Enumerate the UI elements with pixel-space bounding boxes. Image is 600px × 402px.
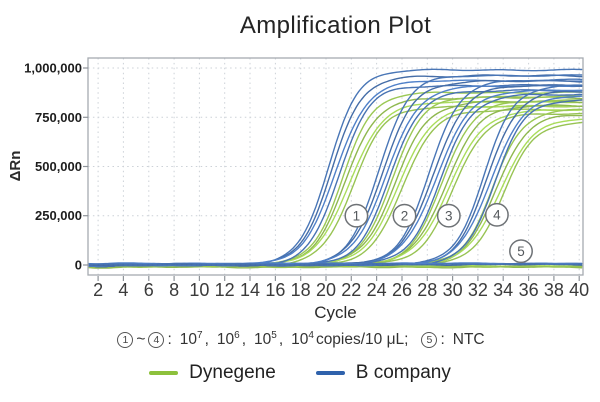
legend-item-dynegene: Dynegene xyxy=(149,362,276,384)
amplification-curve xyxy=(88,68,583,267)
svg-text:40: 40 xyxy=(569,280,589,300)
svg-text:12: 12 xyxy=(215,280,235,300)
svg-text:1: 1 xyxy=(353,208,361,223)
svg-text:3: 3 xyxy=(445,208,453,223)
legend-label-dynegene: Dynegene xyxy=(189,362,276,383)
svg-text:20: 20 xyxy=(316,280,336,300)
legend-label-b-company: B company xyxy=(355,362,451,383)
amplification-curve xyxy=(88,265,583,269)
annotation-circle xyxy=(436,203,461,228)
svg-text:1,000,000: 1,000,000 xyxy=(24,61,82,76)
svg-text:26: 26 xyxy=(392,280,412,300)
concentration-value: 105 xyxy=(254,329,277,348)
concentration-value: 104 xyxy=(291,329,314,348)
amplification-curve xyxy=(88,262,583,266)
svg-text:30: 30 xyxy=(443,280,463,300)
svg-text:36: 36 xyxy=(519,280,539,300)
plot-area: 1 2 3 452 4 6 8 10 12 14 16 18 20 22 24 26 28 30 32 34 36 38 4… xyxy=(24,57,589,300)
svg-text:5: 5 xyxy=(517,244,525,259)
caption-colon: : xyxy=(167,331,172,348)
amplification-curve xyxy=(88,93,583,267)
dynegene-color-swatch xyxy=(149,370,179,376)
svg-text:2: 2 xyxy=(93,280,103,300)
svg-text:500,000: 500,000 xyxy=(35,159,82,174)
axis-ticks xyxy=(83,67,580,281)
annotation-circle xyxy=(392,203,417,228)
amplification-curve xyxy=(88,112,583,267)
amplification-curve xyxy=(88,74,583,268)
svg-text:6: 6 xyxy=(144,280,154,300)
x-axis-label: Cycle xyxy=(314,303,357,322)
amplification-curve xyxy=(88,79,583,267)
svg-text:32: 32 xyxy=(468,280,488,300)
svg-text:28: 28 xyxy=(417,280,437,300)
svg-text:250,000: 250,000 xyxy=(35,208,82,223)
amplification-curves xyxy=(88,68,583,269)
concentration-separator: , xyxy=(241,331,246,348)
b-company-color-swatch xyxy=(315,370,345,376)
group-annotations: 1 2 3 4 5 xyxy=(344,202,533,264)
svg-text:24: 24 xyxy=(367,280,387,300)
annotation-circle xyxy=(509,239,533,264)
caption-ntc-label: NTC xyxy=(452,331,485,348)
svg-text:34: 34 xyxy=(493,280,513,300)
concentration-separator: , xyxy=(278,331,284,348)
amplification-curve xyxy=(88,96,583,268)
x-tick-labels: 2 4 6 8 10 12 14 16 18 20 22 24 26 28 30 32 34 36 38 40 xyxy=(93,280,589,300)
annotation-circle xyxy=(484,202,509,227)
amplification-curve xyxy=(88,121,583,267)
svg-text:14: 14 xyxy=(240,280,260,300)
svg-text:4: 4 xyxy=(118,280,128,300)
annotation-circle xyxy=(344,203,369,228)
caption-circled-4: 4 xyxy=(148,332,165,348)
svg-text:38: 38 xyxy=(544,280,564,300)
svg-text:2: 2 xyxy=(401,208,409,223)
amplification-curve xyxy=(88,95,583,267)
caption-circled-5: 5 xyxy=(421,332,438,348)
svg-text:4: 4 xyxy=(493,208,501,223)
chart-title: Amplification Plot xyxy=(239,12,432,39)
caption-tilde: ~ xyxy=(136,331,146,348)
caption-unit: copies/10 μL; xyxy=(315,331,409,348)
svg-text:16: 16 xyxy=(265,280,285,300)
svg-text:8: 8 xyxy=(169,280,179,300)
caption-ntc-colon: : xyxy=(440,331,445,348)
legend: Dynegene B company xyxy=(0,362,600,384)
svg-text:0: 0 xyxy=(75,258,82,273)
amplification-curve xyxy=(88,95,583,267)
y-tick-labels: 0 250,000 500,000 750,000 1,000,000 xyxy=(24,61,82,273)
legend-item-b-company: B company xyxy=(315,362,451,384)
svg-text:22: 22 xyxy=(341,280,361,300)
concentration-value: 106 xyxy=(216,329,240,348)
caption-concentrations: 107, 106, 105, 104 xyxy=(179,329,316,349)
caption-circled-1: 1 xyxy=(117,332,134,348)
svg-text:750,000: 750,000 xyxy=(35,110,82,125)
caption-line: 1 ~ 4 : 107, 106, 105, 104 copies/10 μL; 5 … xyxy=(0,329,600,349)
svg-text:18: 18 xyxy=(291,280,311,300)
concentration-value: 107 xyxy=(179,329,203,348)
concentration-separator: , xyxy=(204,331,209,348)
svg-text:10: 10 xyxy=(189,280,209,300)
amplification-curve xyxy=(88,114,583,268)
